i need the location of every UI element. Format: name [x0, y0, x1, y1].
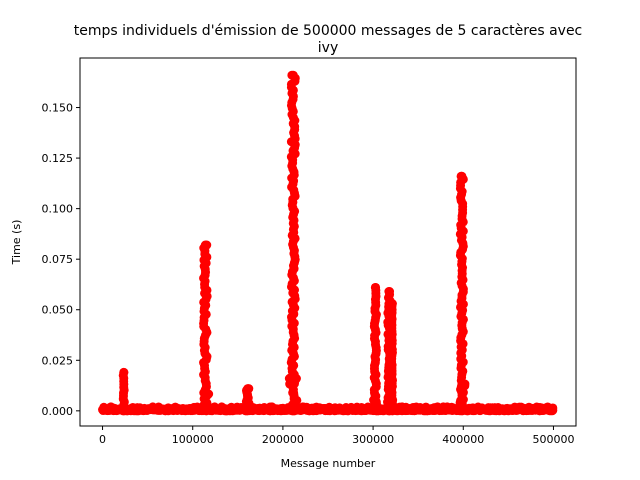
y-tick-label: 0.025 [42, 354, 74, 367]
chart-title-line-1: temps individuels d'émission de 500000 m… [74, 23, 583, 39]
chart-title-line-2: ivy [318, 40, 338, 56]
x-tick-label: 500000 [532, 433, 574, 446]
data-point [200, 240, 210, 250]
x-axis-ticks: 0 100000 200000 300000 400000 500000 [99, 426, 574, 446]
data-points [98, 70, 558, 416]
data-point [198, 402, 208, 412]
x-tick-label: 300000 [352, 433, 394, 446]
data-point [240, 404, 250, 414]
data-point [387, 299, 397, 309]
data-point [388, 395, 398, 405]
data-point [458, 395, 468, 405]
data-point [548, 403, 558, 413]
y-axis-label: Time (s) [10, 220, 23, 266]
y-tick-label: 0.050 [42, 304, 74, 317]
data-point [243, 384, 253, 394]
data-point [457, 171, 467, 181]
y-axis-ticks: 0.000 0.025 0.050 0.075 0.100 0.125 0.150 [42, 102, 80, 418]
x-tick-label: 400000 [442, 433, 484, 446]
y-tick-label: 0.125 [42, 152, 74, 165]
y-tick-label: 0.150 [42, 102, 74, 115]
data-point [204, 389, 214, 399]
data-point [368, 406, 378, 416]
data-point [292, 395, 302, 405]
data-point [286, 373, 296, 383]
y-tick-label: 0.075 [42, 253, 74, 266]
data-point [460, 379, 470, 389]
data-point [288, 70, 298, 80]
x-tick-label: 200000 [262, 433, 304, 446]
plot-frame [79, 57, 577, 427]
data-point [370, 282, 380, 292]
data-point [369, 395, 379, 405]
data-point [387, 403, 397, 413]
x-tick-label: 100000 [172, 433, 214, 446]
data-point [119, 367, 129, 377]
y-tick-label: 0.000 [42, 405, 74, 418]
data-point [289, 388, 299, 398]
data-point [119, 402, 129, 412]
data-point [384, 287, 394, 297]
x-tick-label: 0 [99, 433, 106, 446]
x-axis-label: Message number [281, 457, 376, 470]
y-tick-label: 0.100 [42, 203, 74, 216]
